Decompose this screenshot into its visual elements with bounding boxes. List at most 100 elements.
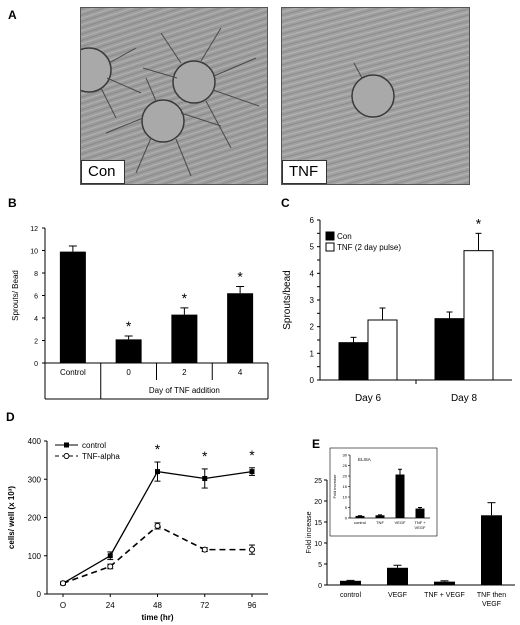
y-tick-label: 0 [310,376,315,385]
micrograph-tnf: TNF [281,7,470,185]
micrograph-control: Con [80,7,268,185]
legend-swatch [325,231,335,241]
inset-y-tick-label: 15 [343,484,348,489]
data-point [107,563,114,570]
bar [171,314,198,363]
x-axis-label: Day of TNF addition [149,386,220,395]
significance-star: * [237,269,243,285]
data-point [249,546,255,553]
y-axis-label: Fold increase [306,511,313,553]
y-tick-label: 100 [28,552,42,561]
inset-y-tick-label: 10 [343,495,348,500]
legend-marker [64,442,69,448]
micrograph-label-tnf: TNF [282,160,328,184]
y-tick-label: 6 [34,294,38,301]
significance-star: * [155,441,161,457]
y-tick-label: 25 [314,478,322,485]
significance-star: * [182,290,188,306]
x-tick-label: 24 [106,601,115,610]
x-tick-label: control [340,592,361,599]
bar-con [338,342,369,381]
inset-title: ELISA [358,457,371,462]
inset-x-tick-label: VEGF [395,520,406,525]
x-tick-label: TNF + VEGF [424,592,465,599]
y-tick-label: 10 [30,249,38,256]
inset-y-tick-label: 30 [343,453,348,458]
inset-bar [375,515,385,518]
series-line-tnf-alpha [62,524,252,585]
panel-letter-a: A [8,8,17,22]
x-tick-label: 0 [126,368,131,377]
panel-letter-b: B [8,196,17,210]
x-tick-label: Day 8 [451,393,478,404]
x-tick-label: Day 6 [355,393,382,404]
legend-label: control [82,441,106,450]
significance-star: * [249,447,255,463]
data-point [154,522,161,529]
x-axis-label: time (hr) [142,613,174,622]
x-tick-label-line1: TNF then [477,592,506,599]
x-tick-label-line2: VEGF [482,601,501,608]
chart-c: 0 1 2 3 4 5 6 Day 6 Day 8 * Con TNF (2 day pulse) Sp… [282,215,512,404]
x-tick-label: 96 [248,601,257,610]
y-tick-label: 200 [28,514,42,523]
y-tick-label: 4 [34,316,38,323]
legend-marker [63,453,70,459]
bar [481,515,502,585]
inset-y-tick-label: 20 [343,474,348,479]
legend-label: Con [337,232,352,241]
inset-y-tick-label: 0 [345,516,348,521]
data-point [107,553,113,559]
panel-letter-d: D [6,410,15,424]
chart-e: 0 5 10 15 20 25 control VEGF TNF + VEGF TNF then V… [306,447,515,608]
legend-label: TNF-alpha [82,452,120,461]
bar [59,251,86,363]
y-tick-label: 5 [318,562,322,569]
data-point [201,546,208,553]
chart-d: 0 100 200 300 400 O 24 48 72 96 * * * control TNF-alph… [7,437,268,622]
y-tick-label: 0 [37,590,42,599]
data-point [249,469,255,475]
data-point [155,469,160,475]
bar [115,339,142,363]
y-tick-label: 15 [314,520,322,527]
y-tick-label: 1 [310,349,315,358]
inset-bar [415,508,425,518]
y-tick-label: 6 [310,216,315,225]
legend-swatch [325,242,335,252]
inset-y-tick-label: 5 [345,505,348,510]
micrograph-control-image [81,8,267,184]
y-tick-label: 0 [318,583,322,590]
inset-bar [355,515,365,518]
x-tick-label: Control [60,368,86,377]
data-point [202,475,208,481]
inset-y-tick-label: 25 [343,463,348,468]
inset-frame [329,447,438,537]
inset-x-tick-label: control [354,520,366,525]
micrograph-label-control: Con [81,160,125,184]
y-tick-label: 10 [314,541,322,548]
bar-con [434,318,465,381]
y-tick-label: 400 [28,437,42,446]
y-axis-label: Sprouts/ Bead [11,270,20,321]
y-tick-label: 300 [28,475,42,484]
inset-x-tick-label-line1: TNF + [414,520,426,525]
legend-label: TNF (2 day pulse) [337,243,401,252]
bar [434,581,455,585]
y-tick-label: 20 [314,499,322,506]
bar [227,293,254,363]
chart-b: 0 2 4 6 8 10 12 * * * Control 0 2 4 Day of TNF additio… [11,226,269,400]
y-tick-label: 5 [310,243,315,252]
y-tick-label: 12 [30,226,38,233]
y-axis-label: Sprouts/bead [282,270,293,330]
y-tick-label: 0 [34,361,38,368]
y-tick-label: 3 [310,296,315,305]
y-axis-label: cells/ well (x 10³) [7,486,16,549]
y-tick-label: 2 [34,339,38,346]
y-tick-label: 8 [34,271,38,278]
x-tick-label: 2 [182,368,187,377]
panel-letter-c: C [281,196,290,210]
x-tick-label: O [60,601,66,610]
y-tick-label: 4 [310,269,315,278]
data-point [60,580,66,587]
